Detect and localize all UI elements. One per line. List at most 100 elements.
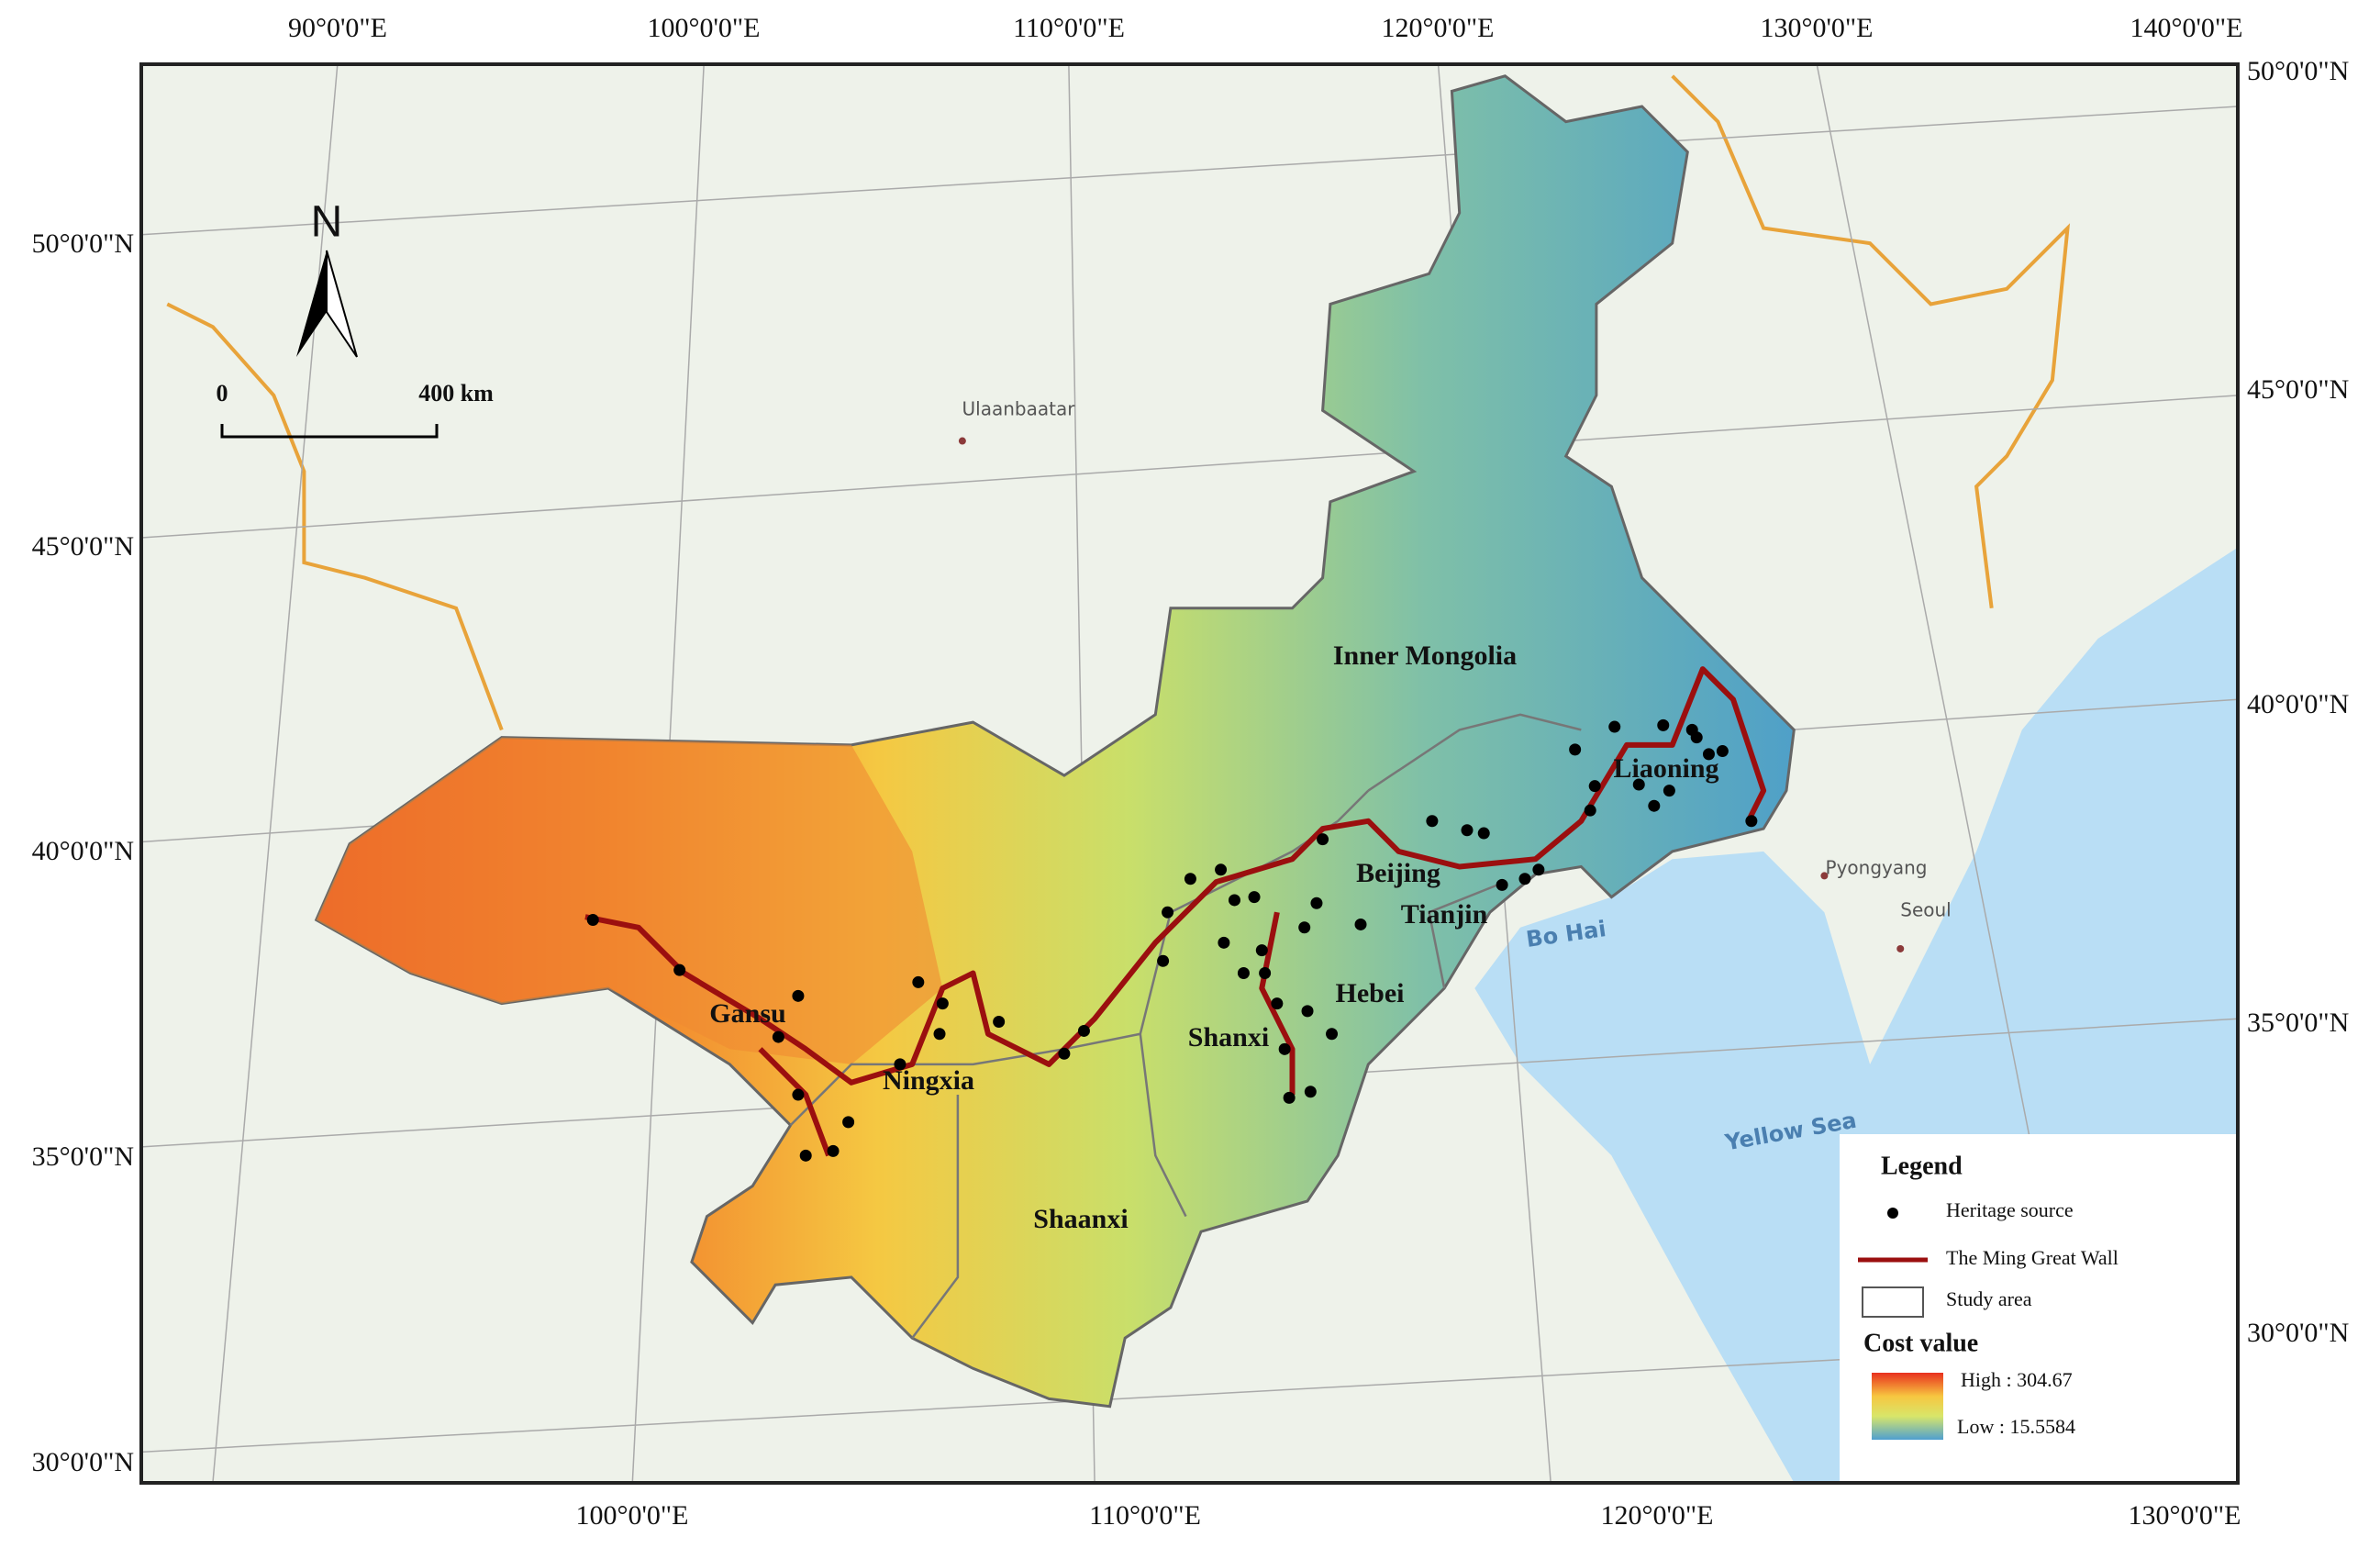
heritage-source: [827, 1144, 840, 1157]
map-frame: [139, 62, 2240, 1485]
region-label: Hebei: [1336, 978, 1405, 1008]
heritage-source: [1588, 780, 1601, 793]
right-coord-label: 40°0'0"N: [2247, 689, 2349, 719]
scale-bar: [220, 424, 439, 439]
province-border: [1367, 713, 1582, 792]
heritage-source: [1301, 1005, 1314, 1018]
bottom-coord-label: 110°0'0"E: [1089, 1500, 1201, 1531]
legend-title: Legend: [1881, 1152, 1963, 1180]
heritage-source: [936, 997, 949, 1010]
heritage-source: [792, 1088, 805, 1101]
region-label: Ningxia: [883, 1065, 974, 1096]
heritage-source: [1326, 1028, 1339, 1041]
heritage-source: [1271, 997, 1284, 1010]
heritage-source: [1745, 815, 1758, 828]
heritage-source: [1215, 863, 1228, 876]
great-wall: [584, 666, 1767, 1086]
heritage-source: [1077, 1024, 1090, 1037]
heritage-source: [1477, 827, 1490, 840]
left-coord-label: 35°0'0"N: [32, 1142, 134, 1172]
bottom-coord-label: 120°0'0"E: [1601, 1500, 1714, 1531]
great-wall: [758, 1047, 831, 1157]
study-area: [314, 74, 1796, 1409]
region-label: Beijing: [1356, 858, 1440, 888]
heritage-source: [1716, 745, 1729, 758]
city-marker: [1896, 944, 1905, 952]
heritage-source: [799, 1149, 812, 1162]
heritage-source: [1298, 921, 1311, 934]
legend-item: Heritage source: [1946, 1198, 2074, 1221]
north-label: N: [311, 198, 343, 247]
left-coord-label: 30°0'0"N: [32, 1447, 134, 1477]
top-coord-label: 130°0'0"E: [1761, 13, 1874, 43]
region-label: Shaanxi: [1033, 1204, 1128, 1234]
province-border: [1139, 789, 1370, 1035]
heritage-source: [1426, 815, 1439, 828]
bottom-coord-label: 100°0'0"E: [576, 1500, 689, 1531]
region-label: Liaoning: [1613, 753, 1718, 784]
heritage-source: [1304, 1086, 1317, 1098]
heritage-source: [1283, 1091, 1296, 1104]
heritage-source: [1648, 799, 1661, 812]
scale-label: 400 km: [418, 380, 494, 406]
heritage-source: [1496, 878, 1508, 891]
heritage-source: [1532, 863, 1545, 876]
heritage-source: [1228, 894, 1240, 907]
left-coord-label: 40°0'0"N: [32, 836, 134, 866]
heritage-source: [1690, 731, 1703, 744]
heritage-source: [586, 913, 599, 926]
region-label: Shanxi: [1188, 1022, 1269, 1052]
heritage-source: [1184, 873, 1196, 885]
heritage-source: [1461, 824, 1474, 837]
province-border: [1428, 880, 1506, 989]
top-coord-label: 140°0'0"E: [2130, 13, 2243, 43]
heritage-source: [1663, 785, 1675, 797]
right-coord-label: 30°0'0"N: [2247, 1318, 2349, 1348]
region-label: Tianjin: [1401, 899, 1488, 930]
legend-item: The Ming Great Wall: [1946, 1246, 2119, 1269]
city-label: Seoul: [1900, 899, 1951, 921]
heritage-source: [1354, 918, 1367, 930]
heritage-source: [1058, 1047, 1071, 1060]
heritage-source: [1518, 873, 1531, 885]
heritage-source: [1248, 891, 1261, 904]
heritage-source: [1162, 906, 1174, 919]
city-marker: [1820, 872, 1829, 880]
heritage-source: [673, 963, 686, 976]
graticule: [141, 395, 2238, 539]
left-coord-label: 45°0'0"N: [32, 531, 134, 562]
heritage-source: [1317, 833, 1329, 846]
legend-gradient: [1872, 1373, 1943, 1440]
heritage-source: [993, 1016, 1006, 1029]
legend-low: Low : 15.5584: [1957, 1415, 2075, 1438]
hexi-region: [316, 737, 943, 1064]
legend-high: High : 304.67: [1961, 1368, 2073, 1391]
left-coord-label: 50°0'0"N: [32, 228, 134, 259]
country-border: [166, 302, 504, 731]
city-marker: [958, 437, 966, 445]
graticule: [141, 106, 2238, 236]
legend-area: [1862, 1286, 1924, 1318]
legend-item: Study area: [1946, 1287, 2032, 1310]
top-coord-label: 120°0'0"E: [1382, 13, 1495, 43]
legend-cost-title: Cost value: [1863, 1329, 1978, 1357]
right-coord-label: 35°0'0"N: [2247, 1008, 2349, 1038]
top-coord-label: 90°0'0"E: [288, 13, 387, 43]
heritage-source: [912, 975, 925, 988]
heritage-source: [1702, 748, 1715, 761]
right-coord-label: 45°0'0"N: [2247, 374, 2349, 405]
heritage-source: [1608, 720, 1621, 733]
province-border: [911, 1095, 960, 1339]
heritage-source: [792, 989, 805, 1002]
heritage-source: [1259, 966, 1272, 979]
heritage-source: [842, 1116, 855, 1129]
heritage-source: [1157, 954, 1170, 967]
heritage-source: [1584, 804, 1596, 817]
heritage-source: [1310, 897, 1323, 909]
great-wall: [1259, 911, 1296, 1095]
top-coord-label: 110°0'0"E: [1013, 13, 1125, 43]
heritage-source: [1569, 743, 1582, 756]
legend-dot: [1887, 1208, 1898, 1219]
heritage-source: [1237, 966, 1250, 979]
